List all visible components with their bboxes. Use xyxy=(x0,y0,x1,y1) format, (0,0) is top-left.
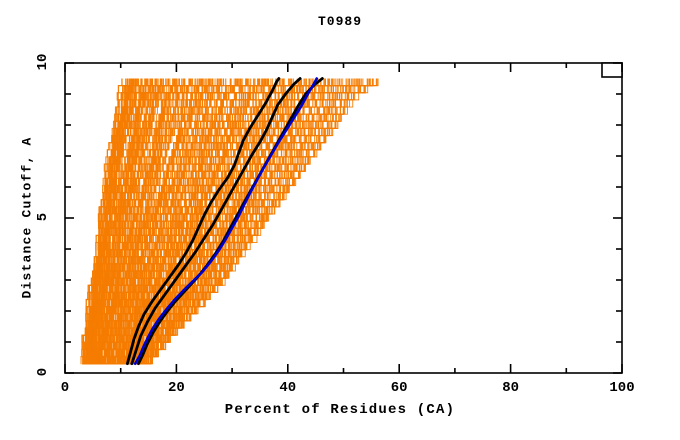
y-tick-label: 10 xyxy=(35,53,51,71)
axes-frame xyxy=(64,62,623,374)
y-tick-label: 5 xyxy=(35,212,51,222)
x-tick-label: 0 xyxy=(60,380,70,396)
x-tick-label: 60 xyxy=(390,380,408,396)
x-axis-label: Percent of Residues (CA) xyxy=(224,402,456,418)
x-tick-label: 100 xyxy=(609,380,635,396)
y-tick-label: 0 xyxy=(35,367,51,377)
y-axis-label: Distance Cutoff, A xyxy=(19,136,35,299)
x-tick-label: 80 xyxy=(502,380,519,396)
background-models-band xyxy=(80,78,379,365)
x-tick-label: 40 xyxy=(279,380,297,396)
x-tick-label: 20 xyxy=(167,380,185,396)
model-series-group xyxy=(125,77,324,366)
page-title: T0989 xyxy=(317,14,362,29)
